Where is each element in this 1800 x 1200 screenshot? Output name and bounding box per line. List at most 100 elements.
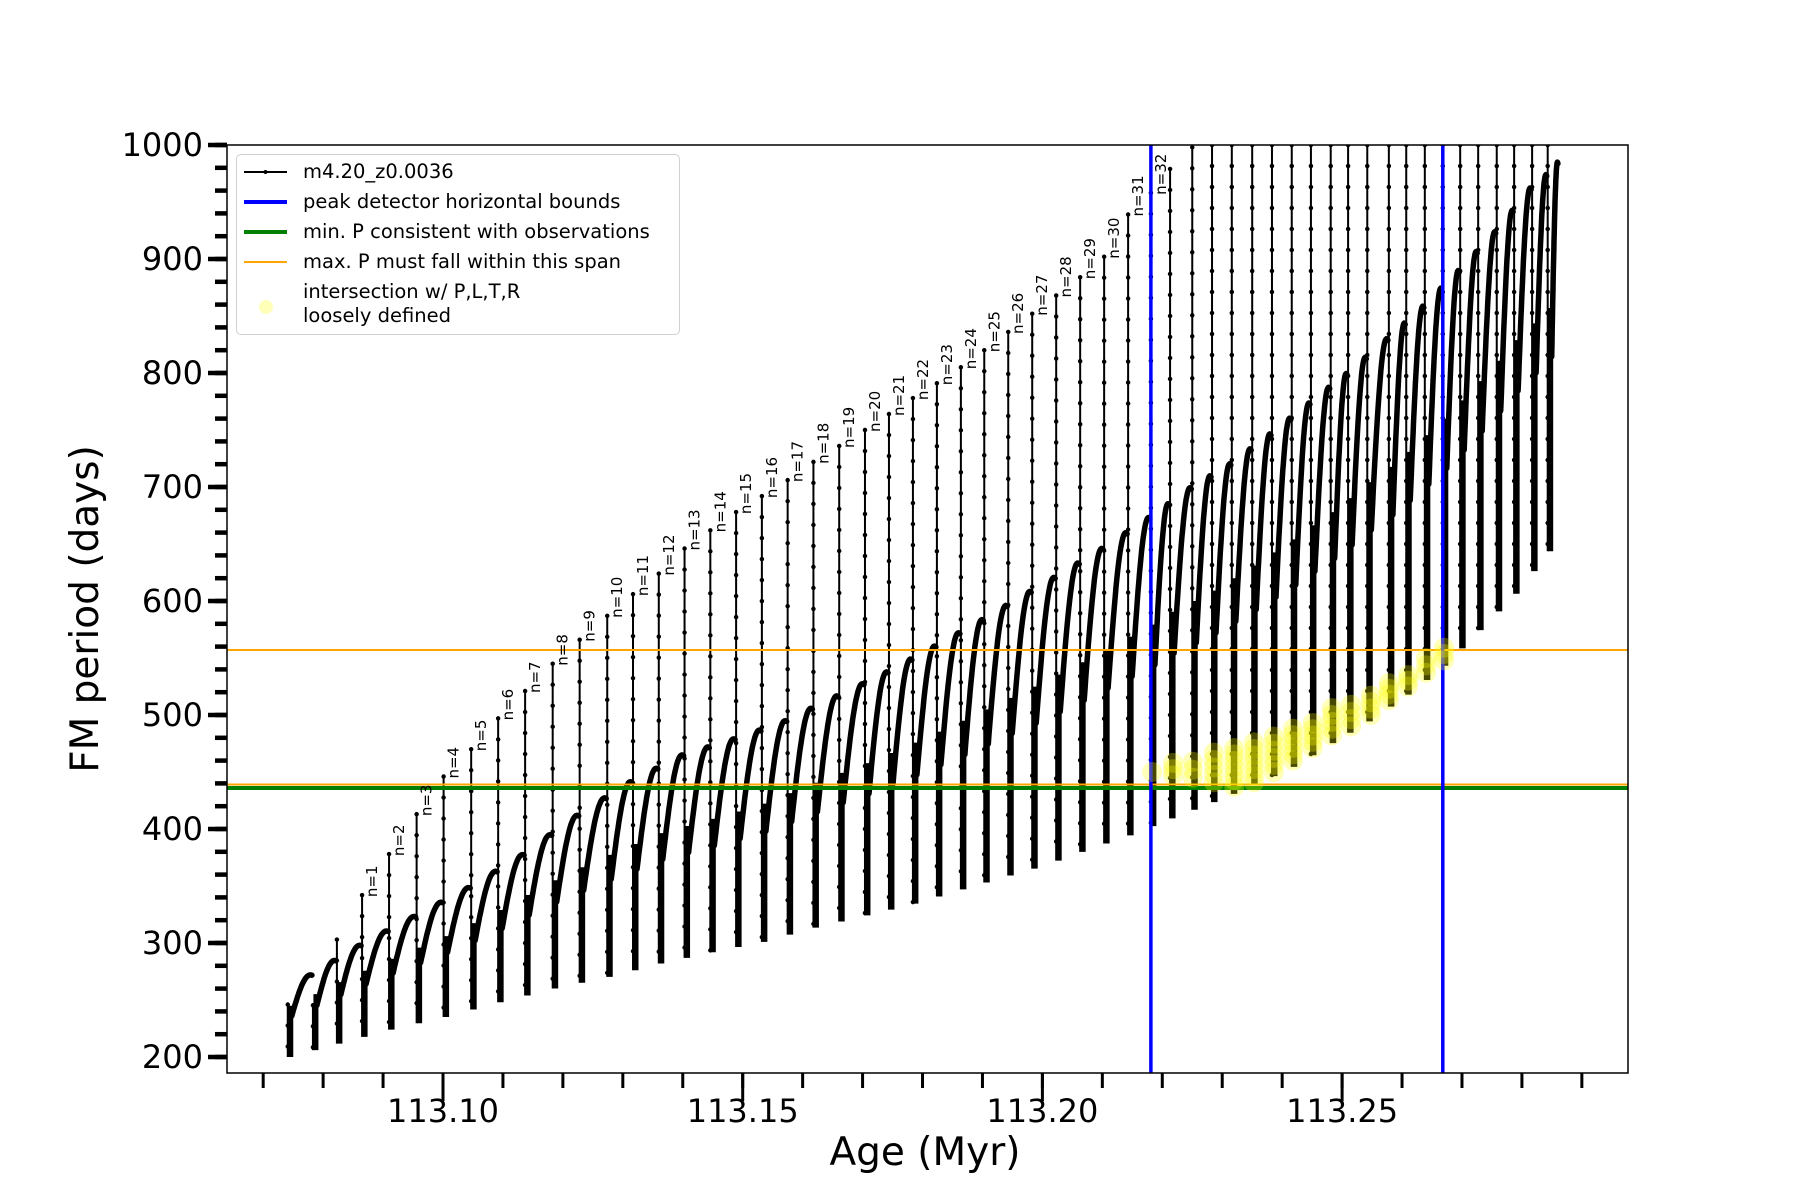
mode-label: n=21 [890,375,908,416]
period-arc [363,928,391,987]
period-arc [608,778,635,883]
period-arc [526,831,555,918]
mode-label: n=19 [840,407,858,448]
y-axis-label: FM period (days) [63,445,108,773]
intersection-marker [1203,742,1224,763]
intersection-marker [1398,665,1419,686]
legend-item-intersection: intersection w/ P,L,T,R loosely defined [237,280,679,330]
mode-label: n=4 [445,747,463,779]
intersection-marker [1203,772,1224,793]
x-tick-label: 113.20 [986,1092,1098,1130]
intersection-marker [1243,739,1264,760]
x-axis-label: Age (Myr) [829,1130,1020,1175]
mode-label: n=7 [526,661,544,693]
period-arc [1533,171,1550,376]
mode-label: n=25 [985,311,1003,352]
period-arc [1390,320,1408,518]
intersection-marker [1360,705,1381,725]
period-arc [1273,415,1294,600]
y-tick-label: 200 [142,1038,203,1076]
period-arc [1331,370,1350,562]
intersection-marker [1282,744,1303,765]
period-arc [1105,529,1130,691]
intersection-marker [1224,750,1245,771]
plot-area [227,145,1628,1073]
mode-label: n=22 [914,359,932,400]
intersection-marker [1433,650,1454,671]
period-arc [1479,229,1499,434]
intersection-marker [1360,698,1381,719]
intersection-marker [1224,744,1245,765]
intersection-marker [1321,725,1342,746]
mode-label: n=26 [1009,293,1027,334]
intersection-marker [1321,698,1342,719]
intersection-marker [1163,765,1184,786]
intersection-marker [1182,767,1203,788]
period-arc [1253,431,1274,613]
y-tick-label: 400 [142,810,203,848]
mode-label: n=31 [1129,175,1147,216]
period-arc [866,669,891,797]
mode-label: n=6 [499,689,517,721]
period-arc [1407,303,1427,504]
period-arc [1033,574,1058,726]
intersection-marker [1263,726,1284,747]
y-tick-label: 300 [142,924,203,962]
intersection-marker [1263,733,1284,754]
mode-label: n=24 [962,328,980,369]
orange-line-icon [244,261,287,263]
intersection-marker [1263,754,1284,775]
intersection-marker [1302,725,1323,746]
period-arc [1349,354,1370,548]
period-arc [472,868,500,944]
intersection-marker [1378,684,1399,705]
period-arc [634,765,661,872]
period-arc [788,705,816,825]
y-tick-label: 600 [142,582,203,620]
intersection-marker [1302,712,1323,733]
mode-label: n=30 [1105,218,1123,259]
period-arc [938,630,963,768]
mode-label: n=17 [789,441,807,482]
mode-label: n=29 [1081,238,1099,279]
legend-label: max. P must fall within this span [303,250,622,273]
intersection-marker [1378,690,1399,711]
intersection-marker [1224,770,1245,791]
period-arc [1152,500,1172,668]
period-arc [499,851,527,932]
mode-label: n=13 [686,509,704,550]
mode-labels: n=1 n=2 n=3 n=4 n=5 n=6 n=7 n=8 n=9 n=10 n=11 n=12 n… [363,154,1170,897]
period-arc [314,957,339,1009]
period-arc [737,727,764,842]
legend-label-line2: loosely defined [303,304,451,327]
mode-label: n=23 [938,344,956,385]
blue-line-icon [244,200,287,204]
legend: m4.20_z0.0036 peak detector horizontal b… [236,154,680,335]
intersection-marker [1263,762,1284,782]
period-arc [444,884,473,955]
intersection-marker [1433,637,1454,658]
vertical-lines [1149,145,1445,1073]
mode-label: n=12 [660,534,678,575]
intersection-marker [1378,673,1399,694]
intersection-marker [1302,719,1323,740]
mode-label: n=27 [1033,275,1051,316]
mode-label: n=20 [866,391,884,432]
period-arc [962,616,987,758]
period-arc [1057,560,1082,715]
x-tick-label: 113.10 [387,1092,499,1130]
intersection-marker [1341,701,1362,722]
x-tick-label: 113.25 [1286,1092,1398,1130]
period-arc [1497,207,1516,414]
x-tick-label: 113.15 [687,1092,799,1130]
intersection-marker [1321,711,1342,732]
intersection-marker [1360,685,1381,706]
period-arc [763,717,790,835]
period-arc [1081,545,1106,703]
intersection-marker [1360,692,1381,713]
period-arc [338,942,364,998]
intersection-marker [1243,732,1264,753]
intersection-marker [1203,750,1224,771]
line-marker-icon [244,170,287,174]
